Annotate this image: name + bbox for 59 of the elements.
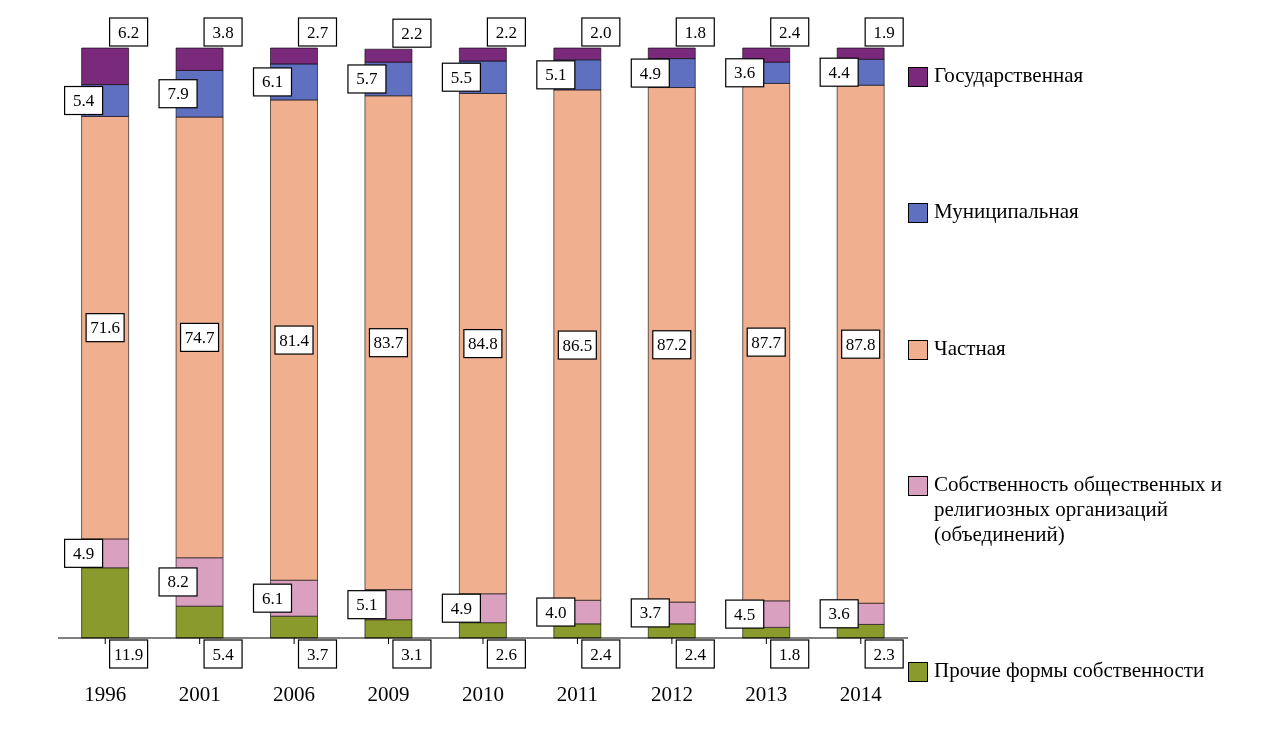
data-label: 4.0 bbox=[545, 602, 567, 622]
data-label: 3.7 bbox=[639, 603, 662, 623]
data-label: 4.9 bbox=[72, 543, 95, 563]
x-tick-label: 2013 bbox=[745, 681, 788, 706]
data-label: 5.7 bbox=[356, 69, 379, 89]
legend-label: Частная bbox=[934, 335, 1006, 361]
data-label: 3.8 bbox=[212, 22, 234, 42]
data-label: 2.4 bbox=[590, 644, 612, 664]
data-label: 2.3 bbox=[873, 644, 895, 664]
legend-label: Государственная bbox=[934, 63, 1084, 88]
data-label: 6.1 bbox=[261, 588, 284, 608]
x-tick-label: 2012 bbox=[650, 681, 693, 706]
x-tick-label: 2014 bbox=[839, 681, 883, 706]
data-label: 1.8 bbox=[684, 22, 706, 42]
data-label: 86.5 bbox=[562, 335, 593, 355]
x-tick-label: 2006 bbox=[273, 681, 316, 706]
data-label: 5.4 bbox=[72, 91, 95, 111]
data-label: 71.6 bbox=[90, 318, 120, 338]
data-label: 2.0 bbox=[590, 22, 612, 42]
data-label: 6.1 bbox=[261, 72, 284, 92]
legend-label: Муниципальная bbox=[934, 199, 1079, 225]
x-tick-label: 2009 bbox=[367, 681, 410, 706]
data-label: 5.5 bbox=[450, 67, 473, 87]
data-label: 5.1 bbox=[545, 65, 567, 85]
data-label: 2.2 bbox=[401, 23, 423, 43]
data-label: 11.9 bbox=[114, 644, 144, 664]
data-label: 87.8 bbox=[845, 334, 876, 354]
data-label: 2.4 bbox=[684, 644, 707, 664]
data-label: 3.6 bbox=[828, 604, 850, 624]
data-label: 6.2 bbox=[117, 22, 140, 42]
data-label: 74.7 bbox=[184, 327, 215, 347]
x-tick-label: 2010 bbox=[462, 681, 504, 706]
data-label: 4.4 bbox=[828, 62, 851, 82]
x-tick-label: 2011 bbox=[556, 681, 599, 706]
data-label: 4.5 bbox=[734, 604, 756, 624]
data-label: 84.8 bbox=[468, 334, 498, 354]
data-label: 83.7 bbox=[373, 333, 404, 353]
data-label: 4.9 bbox=[450, 598, 473, 618]
data-label: 1.8 bbox=[779, 644, 801, 664]
data-label: 2.6 bbox=[495, 644, 518, 664]
data-label: 5.4 bbox=[212, 644, 235, 664]
legend-label: Прочие формы собственности bbox=[934, 658, 1205, 683]
data-label: 87.7 bbox=[751, 332, 782, 352]
x-tick-label: 2001 bbox=[178, 681, 221, 706]
data-label: 5.1 bbox=[356, 595, 378, 615]
x-tick-label: 1996 bbox=[84, 681, 127, 706]
data-label: 81.4 bbox=[279, 330, 310, 350]
data-label: 1.9 bbox=[873, 22, 895, 42]
data-label: 2.2 bbox=[495, 22, 518, 42]
data-label: 3.1 bbox=[401, 644, 423, 664]
data-label: 2.7 bbox=[306, 22, 329, 42]
legend-label: Собственность общественных и религиозных организаций (объединений) bbox=[934, 471, 1223, 547]
data-label: 2.4 bbox=[779, 22, 801, 42]
data-label: 8.2 bbox=[167, 572, 189, 592]
data-label: 7.9 bbox=[167, 84, 189, 104]
data-label: 3.6 bbox=[734, 63, 756, 83]
data-label: 87.2 bbox=[656, 335, 687, 355]
data-label: 3.7 bbox=[306, 644, 329, 664]
data-label: 4.9 bbox=[639, 63, 661, 83]
